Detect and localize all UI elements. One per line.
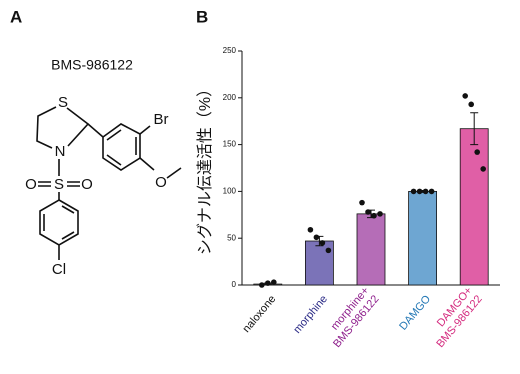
structure: BMS-986122 S N Br O O S O Cl [25, 57, 182, 278]
data-point [313, 234, 320, 241]
data-point [365, 209, 371, 215]
data-point [462, 93, 469, 99]
data-point [468, 101, 475, 108]
bar [459, 128, 489, 286]
data-point [359, 199, 365, 206]
data-point [410, 188, 417, 195]
atom: O [155, 174, 167, 191]
y-tick-label: 250 [223, 46, 237, 55]
data-point [271, 279, 277, 285]
data-point [422, 188, 429, 195]
bond [38, 159, 80, 200]
x-tick-label-line: DAMGO [397, 293, 433, 333]
error-bar [470, 112, 479, 146]
atom: O [25, 176, 37, 193]
bar [356, 213, 386, 286]
data-point [371, 212, 377, 219]
atom: S [58, 94, 68, 111]
bar [304, 240, 334, 286]
y-axis-label: シグナル伝達活性（%） [196, 81, 214, 255]
x-tick-label: DAMGO [397, 293, 433, 333]
y-tick-label: 100 [223, 187, 237, 196]
x-tick-label-line: naloxone [240, 293, 278, 335]
compound-name: BMS-986122 [51, 57, 133, 73]
bond [87, 123, 141, 171]
data-point [307, 226, 314, 233]
data-point [428, 188, 435, 195]
y-tick-label: 50 [227, 233, 236, 242]
data-point [319, 240, 326, 246]
x-tick-label: morphine [291, 293, 330, 336]
panel-label: B [196, 7, 208, 26]
y-tick-label: 200 [223, 93, 237, 102]
data-point [416, 188, 423, 195]
atom: Br [154, 111, 169, 128]
x-tick-label-line: morphine [291, 293, 330, 336]
data-point [474, 149, 481, 155]
y-tick-label: 0 [232, 280, 237, 289]
bar [408, 190, 438, 286]
data-point [265, 280, 271, 286]
atom: O [81, 176, 93, 193]
data-point [480, 166, 487, 172]
bond [36, 106, 90, 149]
x-tick-label: naloxone [240, 293, 278, 335]
atom: S [54, 176, 64, 193]
y-tick-label: 150 [223, 140, 237, 149]
atom: N [55, 143, 66, 160]
x-tick-label: DAMGO+BMS-986122 [424, 285, 484, 350]
atom: Cl [52, 261, 66, 278]
panel-label: A [10, 7, 22, 26]
bond [139, 125, 182, 179]
data-point [377, 211, 383, 217]
bond [39, 199, 79, 260]
x-tick-label: morphine+BMS-986122 [321, 285, 381, 350]
data-point [259, 282, 265, 288]
chart: シグナル伝達活性（%） 0 50 100 150 200 250 naloxone morph… [196, 46, 500, 350]
data-point [325, 247, 332, 254]
